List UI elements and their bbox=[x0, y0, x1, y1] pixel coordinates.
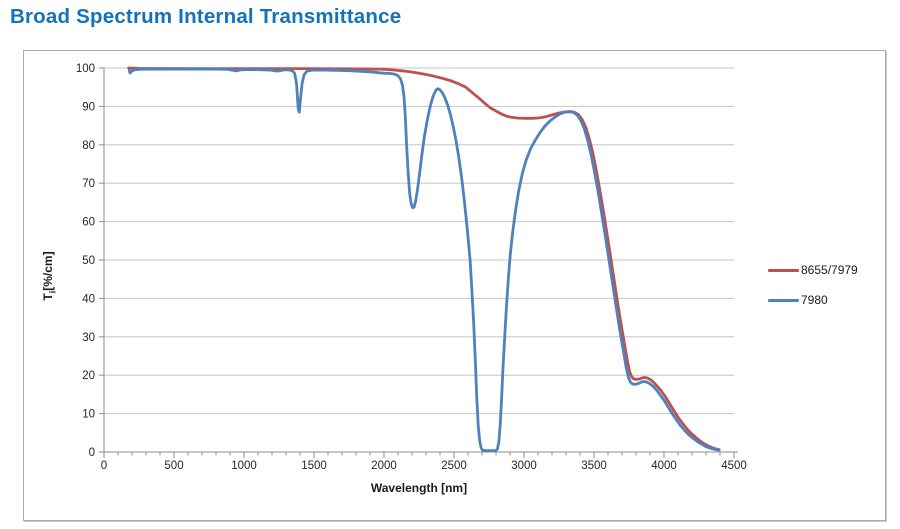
y-tick-label: 60 bbox=[82, 217, 95, 229]
y-tick-label: 0 bbox=[89, 447, 95, 459]
y-tick-label: 90 bbox=[82, 101, 95, 113]
y-axis-title-unit: [%/cm] bbox=[41, 251, 55, 291]
series-line-8655-7979 bbox=[127, 66, 721, 452]
y-tick-label: 30 bbox=[82, 332, 95, 344]
x-tick-label: 2500 bbox=[441, 460, 467, 472]
page-title: Broad Spectrum Internal Transmittance bbox=[10, 5, 402, 28]
y-tick-label: 20 bbox=[82, 370, 95, 382]
y-tick-label: 50 bbox=[82, 255, 95, 267]
legend-label: 7980 bbox=[801, 293, 828, 307]
y-tick-label: 70 bbox=[82, 178, 95, 190]
legend-item: 8655/7979 bbox=[768, 255, 858, 285]
legend-line-icon bbox=[768, 268, 799, 272]
legend-item: 7980 bbox=[768, 285, 858, 315]
x-tick-label: 1000 bbox=[231, 460, 257, 472]
legend-line-icon bbox=[768, 298, 799, 302]
x-tick-label: 4500 bbox=[721, 460, 747, 472]
y-tick-label: 80 bbox=[82, 140, 95, 152]
y-tick-label: 100 bbox=[76, 63, 95, 75]
x-tick-label: 3500 bbox=[581, 460, 607, 472]
x-tick-label: 500 bbox=[164, 460, 183, 472]
y-tick-label: 10 bbox=[82, 409, 95, 421]
y-axis-title: Ti[%/cm] bbox=[41, 211, 57, 341]
series-line-7980 bbox=[127, 67, 720, 453]
x-tick-label: 1500 bbox=[301, 460, 327, 472]
y-tick-label: 40 bbox=[82, 293, 95, 305]
legend-label: 8655/7979 bbox=[801, 263, 858, 277]
chart-area: 0 10 20 30 40 50 60 70 80 90 100 0 500 1000 1500 2000 25… bbox=[23, 50, 886, 521]
x-tick-label: 0 bbox=[101, 460, 107, 472]
x-tick-label: 2000 bbox=[371, 460, 397, 472]
x-tick-label: 4000 bbox=[651, 460, 677, 472]
legend: 8655/7979 7980 bbox=[768, 255, 858, 315]
y-axis-title-base: T bbox=[41, 293, 55, 301]
x-axis-title: Wavelength [nm] bbox=[370, 481, 468, 495]
x-tick-label: 3000 bbox=[511, 460, 537, 472]
y-axis-title-sub: i bbox=[47, 290, 58, 294]
